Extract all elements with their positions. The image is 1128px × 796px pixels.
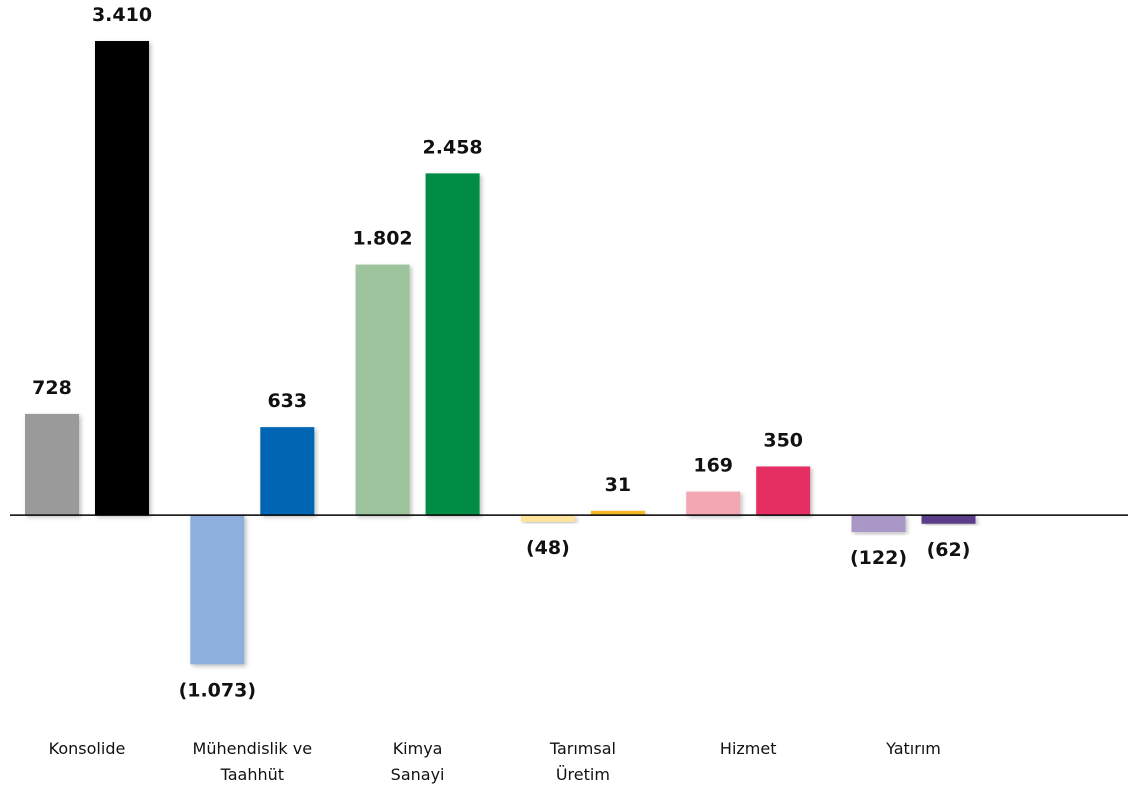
bar [686, 491, 741, 516]
value-label: (1.073) [179, 679, 256, 701]
bar [355, 264, 410, 516]
value-label: (48) [526, 537, 570, 559]
bar [260, 427, 315, 516]
bar [95, 41, 149, 516]
category-label: Kimya [393, 739, 443, 758]
bar [590, 510, 645, 516]
value-label: 2.458 [423, 136, 483, 158]
bar [756, 466, 811, 516]
bar [190, 515, 245, 665]
value-label: 3.410 [92, 4, 152, 26]
category-label: Hizmet [720, 739, 777, 758]
bar [520, 515, 575, 522]
bar [921, 515, 976, 524]
value-label: 31 [605, 474, 631, 496]
value-label: (62) [927, 539, 971, 561]
value-label: 350 [763, 429, 803, 451]
category-label: Üretim [556, 765, 610, 784]
value-label: (122) [850, 547, 907, 569]
value-label: 728 [32, 377, 72, 399]
category-label: Tarımsal [549, 739, 616, 758]
category-label: Yatırım [885, 739, 941, 758]
bar [25, 413, 79, 516]
category-label: Konsolide [49, 739, 126, 758]
category-label: Mühendislik ve [193, 739, 313, 758]
bar [851, 515, 906, 533]
value-label: 169 [693, 455, 733, 477]
value-label: 633 [267, 390, 307, 412]
bar [425, 173, 480, 516]
value-label: 1.802 [353, 228, 413, 250]
category-label: Sanayi [391, 765, 445, 784]
category-label: Taahhüt [220, 765, 284, 784]
